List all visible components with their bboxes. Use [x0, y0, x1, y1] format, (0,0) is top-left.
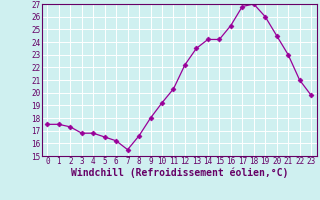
X-axis label: Windchill (Refroidissement éolien,°C): Windchill (Refroidissement éolien,°C) — [70, 168, 288, 178]
